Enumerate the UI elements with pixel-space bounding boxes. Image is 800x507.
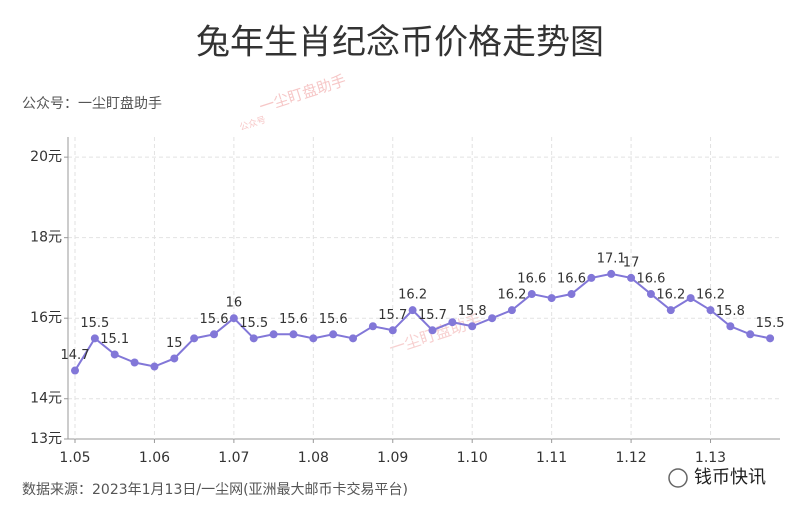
point <box>269 330 278 339</box>
point <box>527 290 536 299</box>
point <box>190 334 199 343</box>
subtitle: 公众号：一尘盯盘助手 <box>22 95 162 112</box>
value-label: 16.2 <box>398 288 427 303</box>
source: 数据来源：2023年1月13日/一尘网(亚洲最大邮币卡交易平台) <box>22 481 408 498</box>
value-label: 15.8 <box>458 304 487 319</box>
value-label: 15.6 <box>319 312 348 327</box>
value-label: 15.6 <box>279 312 308 327</box>
point <box>646 290 655 299</box>
point <box>488 314 497 323</box>
value-label: 14.7 <box>61 348 90 363</box>
x-tick-label: 1.09 <box>377 450 408 466</box>
point <box>448 318 457 327</box>
point <box>428 326 437 335</box>
y-tick-label: 13元 <box>30 431 62 447</box>
point <box>229 314 238 323</box>
point <box>547 294 556 303</box>
point <box>408 306 417 315</box>
logo-icon <box>668 468 688 488</box>
point <box>368 322 377 331</box>
value-label: 15.7 <box>378 308 407 323</box>
point <box>587 273 596 282</box>
point <box>388 326 397 335</box>
point <box>666 306 675 315</box>
value-label: 15.7 <box>418 308 447 323</box>
point <box>150 362 159 371</box>
point <box>130 358 139 367</box>
x-tick-label: 1.07 <box>218 450 249 466</box>
value-label: 16.2 <box>696 288 725 303</box>
value-label: 15.8 <box>716 304 745 319</box>
point <box>468 322 477 331</box>
value-label: 15 <box>166 336 183 351</box>
point <box>249 334 258 343</box>
x-tick-label: 1.06 <box>139 450 170 466</box>
value-label: 15.5 <box>756 316 785 331</box>
point <box>507 306 516 315</box>
point <box>746 330 755 339</box>
point <box>289 330 298 339</box>
point <box>110 350 119 359</box>
point <box>90 334 99 343</box>
point <box>726 322 735 331</box>
value-label: 16.6 <box>557 272 586 287</box>
x-tick-label: 1.13 <box>695 450 726 466</box>
point <box>329 330 338 339</box>
value-label: 15.5 <box>80 316 109 331</box>
value-label: 16.2 <box>656 288 685 303</box>
point <box>706 306 715 315</box>
point <box>210 330 219 339</box>
value-label: 16.6 <box>517 272 546 287</box>
value-label: 16.6 <box>636 272 665 287</box>
x-tick-label: 1.08 <box>298 450 329 466</box>
x-tick-label: 1.10 <box>457 450 488 466</box>
point <box>170 354 179 363</box>
point <box>607 269 616 278</box>
point <box>349 334 358 343</box>
y-tick-label: 16元 <box>30 310 62 326</box>
point <box>71 366 79 375</box>
point <box>567 290 576 299</box>
value-label: 17.1 <box>597 251 626 266</box>
value-label: 15.6 <box>200 312 229 327</box>
watermark: 公众号 <box>238 114 267 133</box>
point <box>627 273 636 282</box>
line <box>74 272 771 372</box>
watermark: 一尘盯盘助手 <box>257 71 348 116</box>
value-label: 15.5 <box>239 316 268 331</box>
value-label: 16 <box>226 296 243 311</box>
point <box>686 294 695 303</box>
x-tick-label: 1.12 <box>615 450 646 466</box>
y-tick-label: 18元 <box>30 230 62 246</box>
y-tick-label: 14元 <box>30 391 62 407</box>
x-tick-label: 1.05 <box>59 450 90 466</box>
y-tick-label: 20元 <box>30 149 62 165</box>
value-label: 17 <box>623 255 640 270</box>
point <box>766 334 775 343</box>
point <box>309 334 318 343</box>
value-label: 15.1 <box>100 332 129 347</box>
x-tick-label: 1.11 <box>536 450 567 466</box>
value-label: 16.2 <box>497 288 526 303</box>
logo-text: 钱币快讯 <box>694 467 766 488</box>
chart-title: 兔年生肖纪念币价格走势图 <box>196 23 604 63</box>
